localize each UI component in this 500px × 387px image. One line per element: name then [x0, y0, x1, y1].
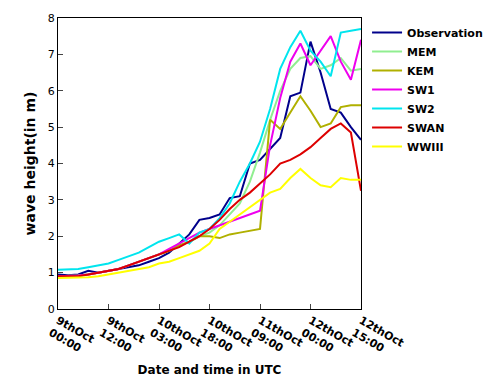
svg-text:11thOct09:00: 11thOct09:00 — [249, 314, 306, 362]
svg-text:10thOct03:00: 10thOct03:00 — [148, 314, 205, 362]
svg-text:9thOct12:00: 9thOct12:00 — [97, 314, 147, 359]
svg-text:3: 3 — [48, 194, 55, 207]
svg-text:Date and time in UTC: Date and time in UTC — [138, 363, 282, 377]
svg-text:9thOct00:00: 9thOct00:00 — [47, 314, 97, 359]
svg-text:SWAN: SWAN — [407, 122, 444, 135]
svg-text:12thOct00:00: 12thOct00:00 — [299, 314, 356, 362]
svg-text:8: 8 — [48, 12, 55, 25]
svg-text:7: 7 — [48, 48, 55, 61]
svg-text:1: 1 — [48, 266, 55, 279]
svg-text:6: 6 — [48, 85, 55, 98]
svg-text:2: 2 — [48, 230, 55, 243]
svg-text:SW1: SW1 — [407, 84, 435, 97]
svg-text:5: 5 — [48, 121, 55, 134]
svg-text:MEM: MEM — [407, 46, 436, 59]
svg-text:4: 4 — [48, 157, 55, 170]
svg-text:KEM: KEM — [407, 65, 434, 78]
svg-text:10thOct18:00: 10thOct18:00 — [198, 314, 255, 362]
svg-text:WWIII: WWIII — [407, 141, 444, 154]
svg-text:12thOct15:00: 12thOct15:00 — [350, 314, 407, 362]
svg-text:Observation: Observation — [407, 27, 483, 40]
svg-text:wave height(in m): wave height(in m) — [22, 92, 38, 236]
svg-text:0: 0 — [48, 303, 55, 316]
svg-text:SW2: SW2 — [407, 103, 435, 116]
